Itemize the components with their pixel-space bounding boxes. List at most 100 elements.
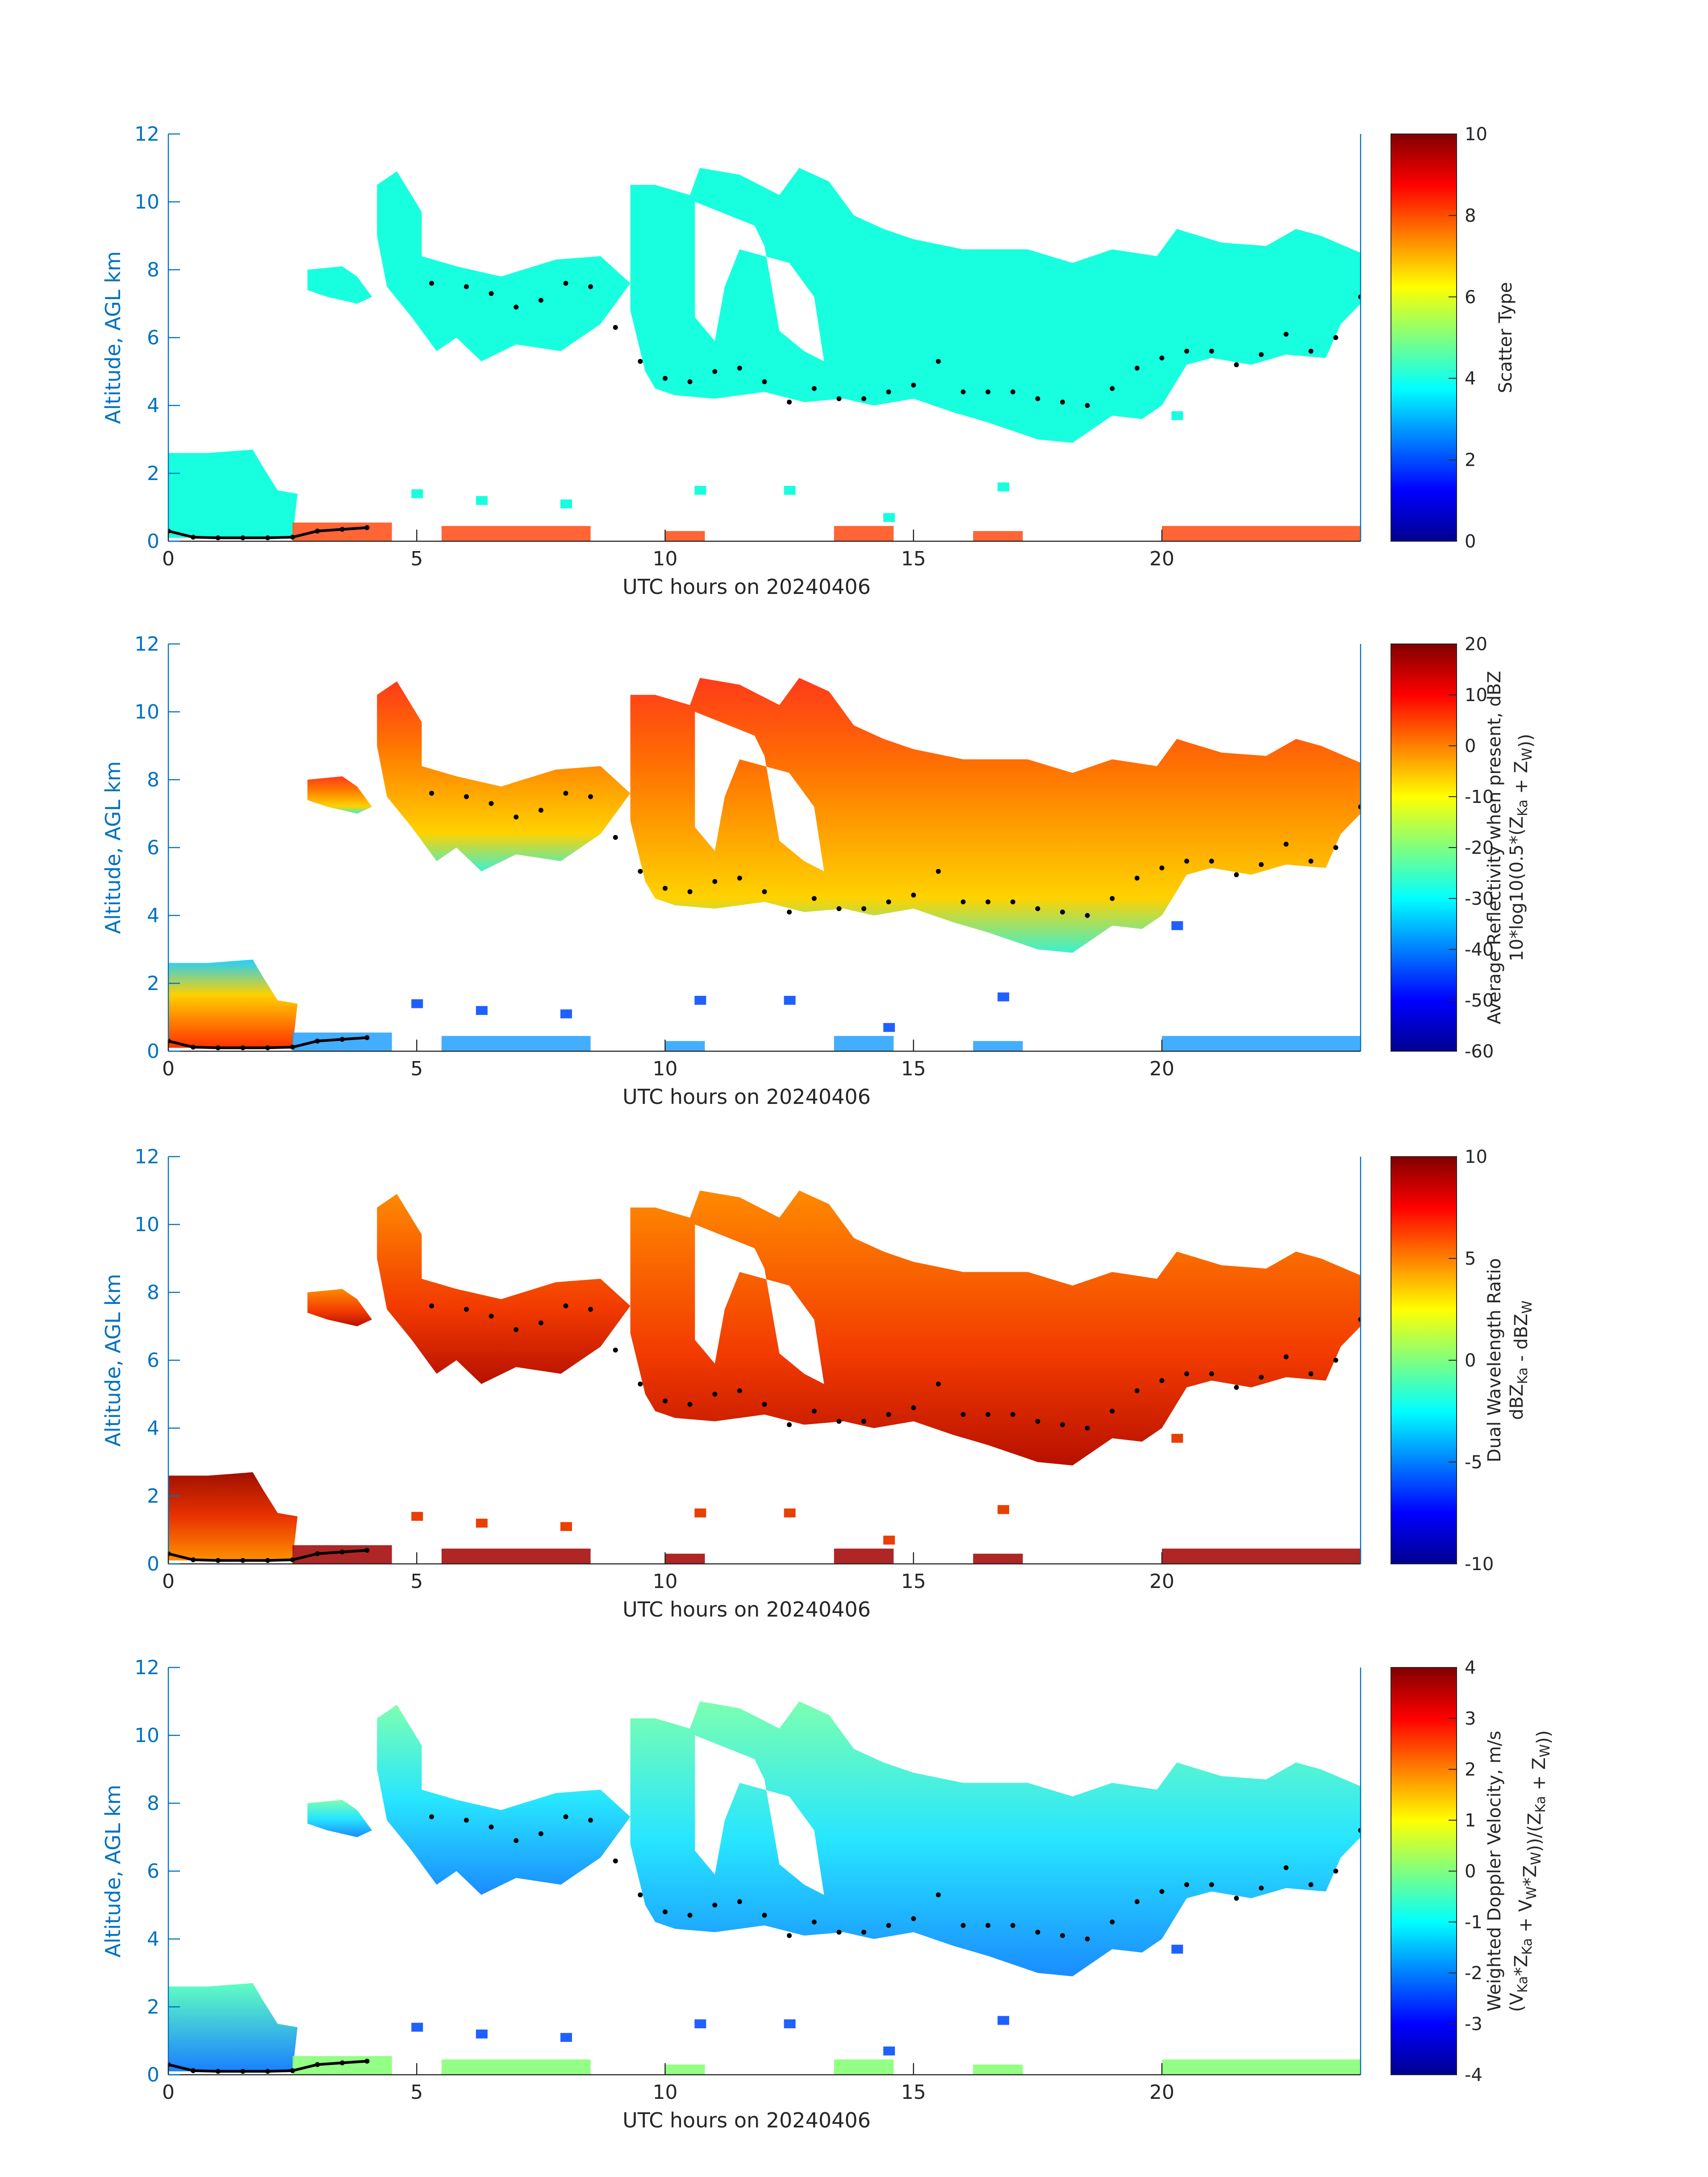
clear-gap <box>695 1224 824 1384</box>
cloud-base-marker <box>762 889 767 894</box>
cloud-base-marker <box>1060 399 1065 405</box>
echo-small <box>998 1505 1009 1514</box>
echo-small <box>1171 1944 1183 1954</box>
echo-small <box>476 2029 488 2039</box>
echo-small <box>411 999 423 1008</box>
x-tick-label: 5 <box>410 2081 423 2104</box>
echo-small <box>560 499 572 509</box>
y-tick-label: 10 <box>134 1213 159 1236</box>
cloud-base-marker <box>1035 1930 1040 1935</box>
cloud-base-marker <box>514 305 519 310</box>
y-tick-label: 6 <box>147 326 159 349</box>
x-axis-title: UTC hours on 20240406 <box>622 1085 871 1109</box>
x-tick-label: 15 <box>901 1570 926 1593</box>
cloud-base-marker <box>861 1419 866 1424</box>
cloud-base-marker <box>1333 845 1338 850</box>
cloud-base-marker <box>1060 1422 1065 1427</box>
x-axis-title: UTC hours on 20240406 <box>622 2108 871 2132</box>
cloud-base-marker <box>960 1923 966 1928</box>
echo-surface <box>292 2056 392 2075</box>
colorbar-tick-label: -30 <box>1465 889 1494 909</box>
echo-small <box>411 489 423 498</box>
y-tick-label: 0 <box>147 530 159 553</box>
echo-small <box>560 2033 572 2042</box>
cloud-base-marker <box>836 1419 842 1424</box>
echo-surface <box>834 2059 894 2075</box>
cloud-base-marker <box>811 896 817 901</box>
x-tick-label: 5 <box>410 547 423 570</box>
cloud-base-marker <box>836 906 842 911</box>
echo-surface <box>973 1554 1023 1564</box>
x-tick-label: 0 <box>162 547 175 570</box>
cloud-base-marker <box>1184 858 1190 864</box>
cloud-base-marker <box>960 389 966 395</box>
y-tick-label: 4 <box>147 394 159 417</box>
cloud-base-marker <box>1308 1371 1314 1376</box>
cloud-base-marker <box>638 1892 643 1897</box>
cloud-base-marker <box>935 359 941 364</box>
cloud-base-marker <box>1010 389 1015 395</box>
colorbar-tick-label: -10 <box>1465 787 1494 807</box>
colorbar-tick-label: 10 <box>1465 685 1487 706</box>
cloud-base-marker <box>712 879 718 884</box>
colorbar-gradient <box>1391 1667 1457 2075</box>
cloud-base-marker <box>638 869 643 874</box>
y-tick-label: 12 <box>134 1145 159 1168</box>
cloud-base-marker <box>489 1313 494 1319</box>
echo-surface <box>292 1032 392 1051</box>
echo-surface <box>1162 526 1361 541</box>
cloud-base-marker <box>613 325 618 330</box>
colorbar-label: (VKa*ZKa + VW*ZW))/(ZKa + ZW)) <box>1507 1730 1554 2012</box>
colorbar-tick-label: 0 <box>1465 531 1476 552</box>
x-tick-label: 20 <box>1149 1057 1174 1080</box>
echo-small <box>1171 411 1183 420</box>
cloud-base-line <box>168 1549 367 1562</box>
colorbar-tick-label: -50 <box>1465 990 1494 1011</box>
y-tick-label: 8 <box>147 259 159 281</box>
cloud-base-marker <box>1209 1371 1214 1376</box>
cloud-base-marker <box>1110 1408 1115 1414</box>
cloud-base-marker <box>1333 335 1338 340</box>
cloud-base-marker <box>1283 1865 1289 1870</box>
cloud-base-marker <box>1010 899 1015 905</box>
echo-small <box>476 496 488 505</box>
cloud-base-marker <box>514 815 519 820</box>
cloud-base-marker <box>663 1398 668 1404</box>
cloud-base-marker <box>563 1303 568 1308</box>
cloud-base-marker <box>960 899 966 905</box>
colorbar-tick-label: 4 <box>1465 1658 1476 1678</box>
cloud-base-marker <box>489 1824 494 1830</box>
colorbar: -60 -50 -40 -30 -20 -10 0 10 20 Average Reflectiv… <box>1391 634 1536 1062</box>
colorbar-tick-label: 0 <box>1465 1861 1476 1882</box>
colorbar-tick-label: -60 <box>1465 1041 1494 1062</box>
cloud-base-marker <box>886 389 891 395</box>
cloud-base-marker <box>429 1303 434 1308</box>
colorbar-gradient <box>1391 1156 1457 1564</box>
cloud-base-marker <box>588 1307 593 1312</box>
y-tick-label: 2 <box>147 462 159 485</box>
echo-low-cloud <box>168 959 298 1048</box>
cloud-base-marker <box>1060 1933 1065 1938</box>
echo-small <box>883 2046 895 2056</box>
cloud-base-marker <box>787 399 792 405</box>
x-axis-title: UTC hours on 20240406 <box>622 575 871 599</box>
cloud-base-marker <box>1333 1358 1338 1363</box>
cloud-base-marker <box>1184 348 1190 354</box>
echo-upper-main <box>630 678 1361 953</box>
echo-small <box>784 996 796 1005</box>
cloud-base-marker <box>464 284 469 289</box>
y-tick-label: 10 <box>134 191 159 213</box>
colorbar-tick-label: 6 <box>1465 287 1476 308</box>
colorbar-tick-label: 10 <box>1465 124 1487 145</box>
echo-small <box>998 992 1009 1002</box>
cloud-base-marker <box>1259 1885 1264 1891</box>
y-tick-label: 10 <box>134 1724 159 1747</box>
cloud-base-marker <box>1308 348 1314 354</box>
cloud-base-marker <box>762 379 767 384</box>
cloud-base-marker <box>538 297 543 303</box>
x-tick-label: 10 <box>653 1057 678 1080</box>
cloud-base-marker <box>429 790 434 796</box>
cloud-base-marker <box>1010 1412 1015 1417</box>
cloud-base-marker <box>986 1412 991 1417</box>
cloud-base-marker <box>663 376 668 381</box>
